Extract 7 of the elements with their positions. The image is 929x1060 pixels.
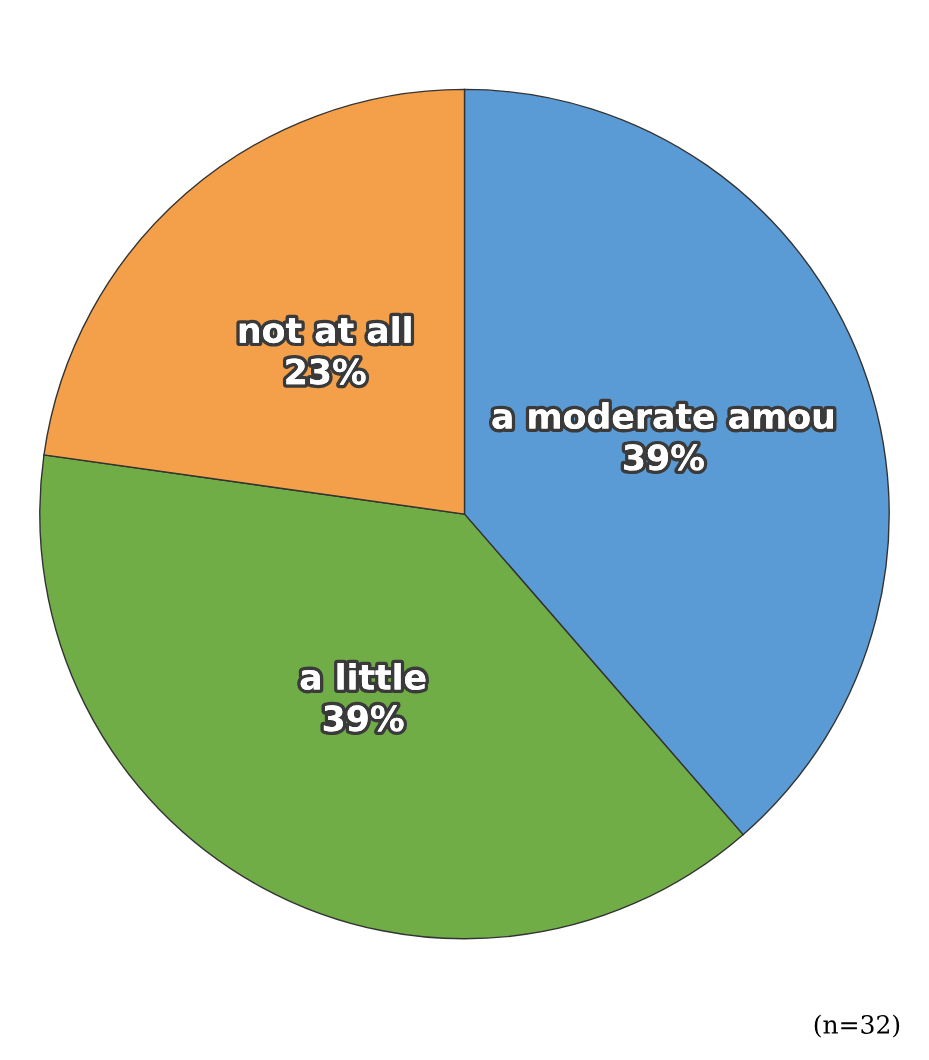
data-label: 39% xyxy=(323,705,404,732)
data-label: 23% xyxy=(286,358,366,385)
text: (n=32) xyxy=(814,1014,900,1038)
data-label: 39% xyxy=(624,444,704,471)
slice-label: a moderate amou xyxy=(492,402,833,430)
slice-label: a little xyxy=(300,663,426,690)
slice-label: not at all xyxy=(239,316,411,344)
